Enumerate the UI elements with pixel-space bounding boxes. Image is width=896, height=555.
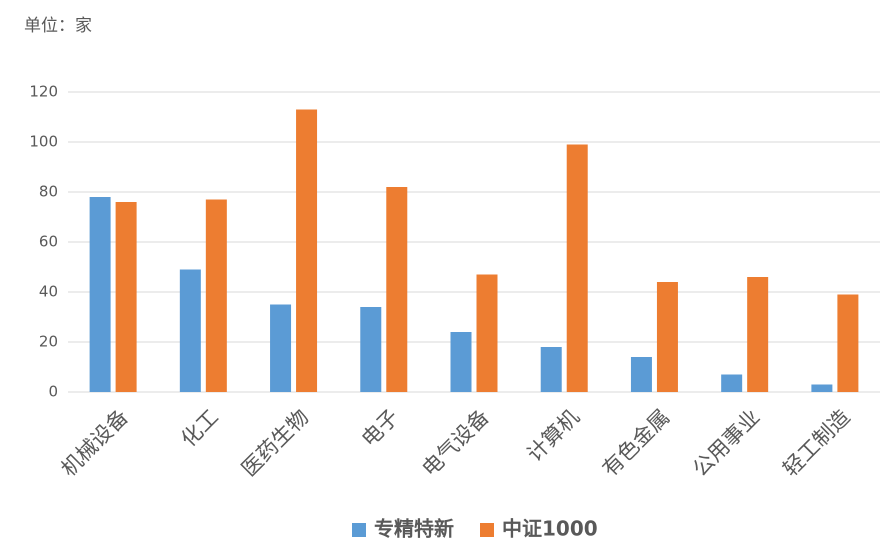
bar: [360, 307, 382, 392]
y-tick-label: 0: [48, 383, 58, 401]
bar: [270, 304, 292, 392]
x-tick-label: 有色金属: [598, 405, 674, 481]
bar: [837, 294, 859, 392]
y-tick-label: 20: [39, 333, 58, 351]
legend-label: 专精特新: [374, 517, 454, 541]
legend-label: 中证1000: [502, 517, 598, 541]
y-tick-label: 80: [39, 183, 58, 201]
legend-swatch: [352, 523, 366, 537]
bar: [89, 197, 111, 392]
bar: [205, 199, 227, 392]
unit-label: 单位：家: [24, 16, 92, 36]
x-tick-label: 轻工制造: [778, 405, 854, 481]
bar: [566, 144, 588, 392]
bar: [296, 109, 318, 392]
bar: [630, 357, 652, 392]
y-tick-label: 40: [39, 283, 58, 301]
y-tick-label: 100: [29, 133, 58, 151]
x-tick-label: 化工: [176, 405, 223, 452]
x-tick-label: 公用事业: [688, 405, 764, 481]
y-tick-label: 60: [39, 233, 58, 251]
x-tick-label: 机械设备: [57, 405, 133, 481]
bar: [115, 202, 137, 392]
bar: [747, 277, 769, 392]
x-tick-label: 电气设备: [417, 405, 493, 481]
bar: [540, 347, 562, 392]
x-tick-label: 电子: [357, 405, 404, 452]
bar: [179, 269, 201, 392]
legend-swatch: [480, 523, 494, 537]
bar: [386, 187, 408, 392]
y-tick-label: 120: [29, 83, 58, 101]
bar: [476, 274, 498, 392]
bar: [811, 384, 833, 392]
x-tick-label: 医药生物: [237, 405, 313, 481]
bar: [721, 374, 743, 392]
bar: [450, 332, 472, 392]
x-tick-label: 计算机: [522, 405, 584, 467]
bar: [656, 282, 678, 392]
